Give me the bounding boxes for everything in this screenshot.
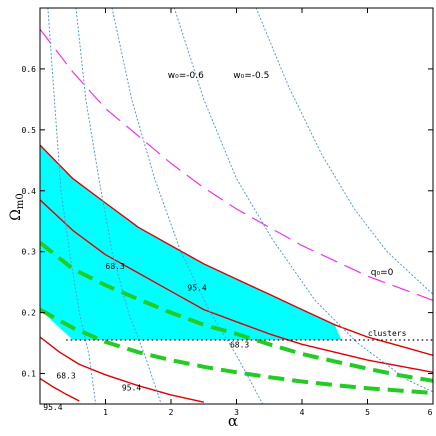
- contour-label-0: 68.3: [106, 262, 125, 271]
- series-line-magenta-q0-line: [40, 28, 433, 301]
- plot-layer: [40, 8, 433, 404]
- x-tick-label-3: 4: [300, 408, 305, 417]
- y-tick-label-3: 0.4: [22, 187, 37, 196]
- ticks-layer: 1 2 3 4 5 6 0.1 0.2 0.3 0.4 0.5 0.6: [22, 8, 434, 417]
- series-line-red-contour-upper-95: [40, 144, 433, 356]
- series-line-blue-dotted-2: [75, 8, 162, 404]
- x-tick-label-5: 6: [428, 408, 433, 417]
- contour-label-3: 68.3: [56, 371, 75, 380]
- w0-label-7: w₀=-0.5: [233, 71, 269, 81]
- series-line-red-contour-lower-68: [40, 336, 204, 403]
- y-axis-title: Ωm0: [8, 193, 26, 220]
- contour-label-4: 95.4: [122, 384, 141, 393]
- contour-label-1: 95.4: [187, 284, 206, 293]
- labels-layer: clusters 68.3 95.4 68.3 68.3 95.4 95.4 w₀=-0.6 w…: [43, 71, 406, 412]
- x-tick-label-4: 5: [365, 408, 370, 417]
- x-axis-title: α: [228, 412, 238, 430]
- x-tick-label-2: 3: [234, 408, 239, 417]
- series-line-blue-dotted-4: [173, 8, 433, 393]
- y-tick-label-2: 0.3: [22, 248, 37, 257]
- contour-label-2: 68.3: [230, 340, 249, 349]
- y-axis-title-main: Ω: [8, 209, 24, 221]
- filled-region: [40, 145, 342, 340]
- x-tick-label-1: 2: [169, 408, 174, 417]
- series-line-red-contour-upper-68: [40, 199, 433, 373]
- series-line-blue-dotted-1: [47, 8, 97, 404]
- y-tick-label-0: 0.1: [22, 370, 37, 379]
- contour-label-5: 95.4: [43, 403, 62, 412]
- y-axis-title-sub: m0: [15, 193, 26, 209]
- clusters-label: clusters: [368, 329, 407, 338]
- series-line-green-dashed-upper: [40, 241, 433, 383]
- y-tick-label-4: 0.5: [22, 126, 37, 135]
- q0-label-8: q₀=0: [371, 268, 394, 278]
- series-line-blue-dotted-5: [255, 8, 433, 295]
- x-tick-label-0: 1: [103, 408, 108, 417]
- y-tick-label-5: 0.6: [22, 65, 37, 74]
- w0-label-6: w₀=-0.6: [168, 71, 204, 81]
- series-line-red-contour-lower-95: [40, 377, 80, 402]
- y-tick-label-1: 0.2: [22, 309, 37, 318]
- series-line-green-dashed-lower: [40, 307, 433, 395]
